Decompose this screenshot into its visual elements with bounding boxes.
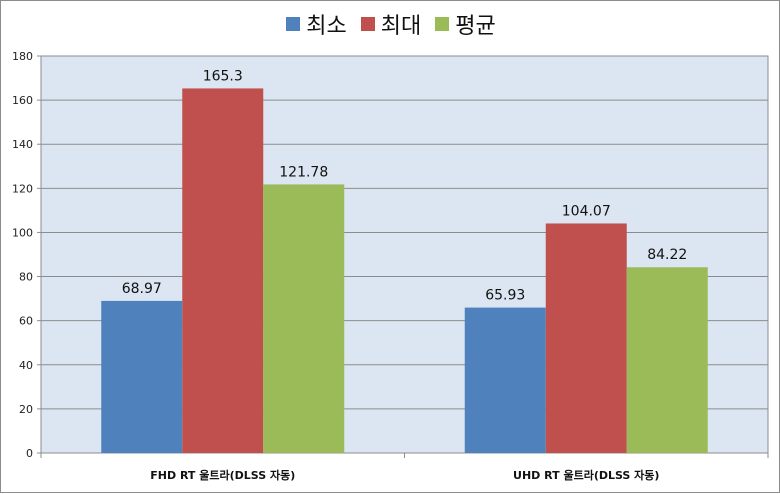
legend-swatch bbox=[360, 17, 375, 31]
legend: 최소 최대 평균 bbox=[1, 7, 780, 41]
y-tick-label: 80 bbox=[19, 271, 33, 284]
data-label: 68.97 bbox=[122, 281, 162, 297]
y-tick-label: 0 bbox=[26, 447, 33, 460]
legend-label: 최대 bbox=[380, 14, 422, 39]
y-tick-label: 100 bbox=[12, 226, 33, 239]
category-label: UHD RT 울트라(DLSS 자동) bbox=[513, 468, 659, 482]
category-label: FHD RT 울트라(DLSS 자동) bbox=[150, 468, 295, 482]
y-tick-label: 40 bbox=[19, 359, 33, 372]
legend-item: 최대 bbox=[360, 8, 422, 40]
data-label: 104.07 bbox=[562, 203, 611, 219]
legend-swatch bbox=[286, 17, 301, 31]
y-tick-label: 60 bbox=[19, 315, 33, 328]
y-tick-label: 140 bbox=[12, 138, 33, 151]
legend-item: 최소 bbox=[286, 8, 347, 40]
bar-2-2 bbox=[545, 223, 627, 453]
y-tick-label: 180 bbox=[12, 50, 33, 63]
data-label: 84.22 bbox=[647, 247, 687, 263]
legend-swatch bbox=[435, 17, 450, 31]
bar-3-1 bbox=[263, 184, 345, 453]
data-label: 65.93 bbox=[485, 288, 525, 304]
y-tick-label: 20 bbox=[19, 403, 33, 416]
legend-item: 평균 bbox=[435, 8, 496, 40]
y-tick-label: 120 bbox=[12, 182, 33, 195]
y-tick-label: 160 bbox=[12, 94, 33, 107]
legend-label: 최소 bbox=[306, 14, 347, 39]
legend-label: 평균 bbox=[455, 14, 496, 39]
data-label: 121.78 bbox=[279, 164, 328, 180]
bar-1-1 bbox=[101, 300, 183, 453]
bar-3-2 bbox=[626, 267, 708, 453]
data-label: 165.3 bbox=[203, 68, 243, 84]
bar-1-2 bbox=[464, 307, 546, 453]
bar-2-1 bbox=[182, 88, 264, 454]
